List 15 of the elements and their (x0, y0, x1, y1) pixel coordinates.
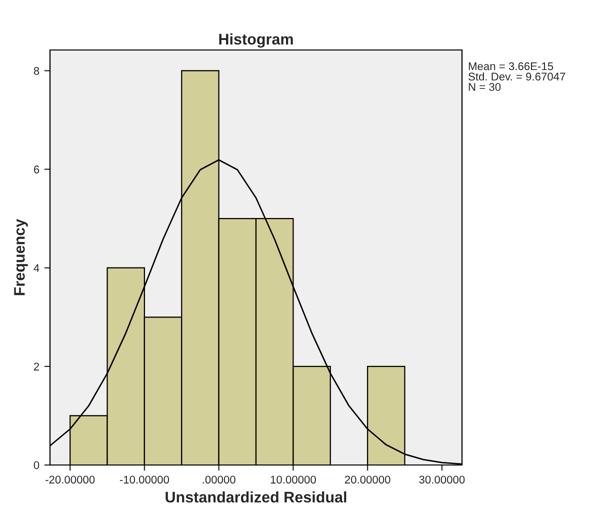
x-axis-title: Unstandardized Residual (166, 491, 346, 503)
x-tick-label: -20.00000 (46, 476, 95, 484)
y-tick-label: 0 (34, 461, 40, 470)
chart-title: Histogram (219, 33, 293, 48)
y-tick-label: 8 (34, 66, 40, 75)
x-tick-label: .00000 (202, 476, 236, 484)
text: Mean = 3.66E-15 Std. Dev. = 9.67047 N = 30 (468, 62, 566, 91)
y-axis-title: Frequency (14, 218, 28, 296)
x-tick-label: 20.00000 (344, 476, 390, 484)
y-tick-label: 4 (34, 264, 40, 272)
x-tick-label: 30.00000 (419, 476, 465, 484)
y-tick-label: 2 (34, 362, 40, 370)
x-tick-label: 10.00000 (270, 476, 316, 484)
x-tick-label: -10.00000 (120, 476, 170, 484)
y-tick-label: 6 (34, 166, 40, 174)
